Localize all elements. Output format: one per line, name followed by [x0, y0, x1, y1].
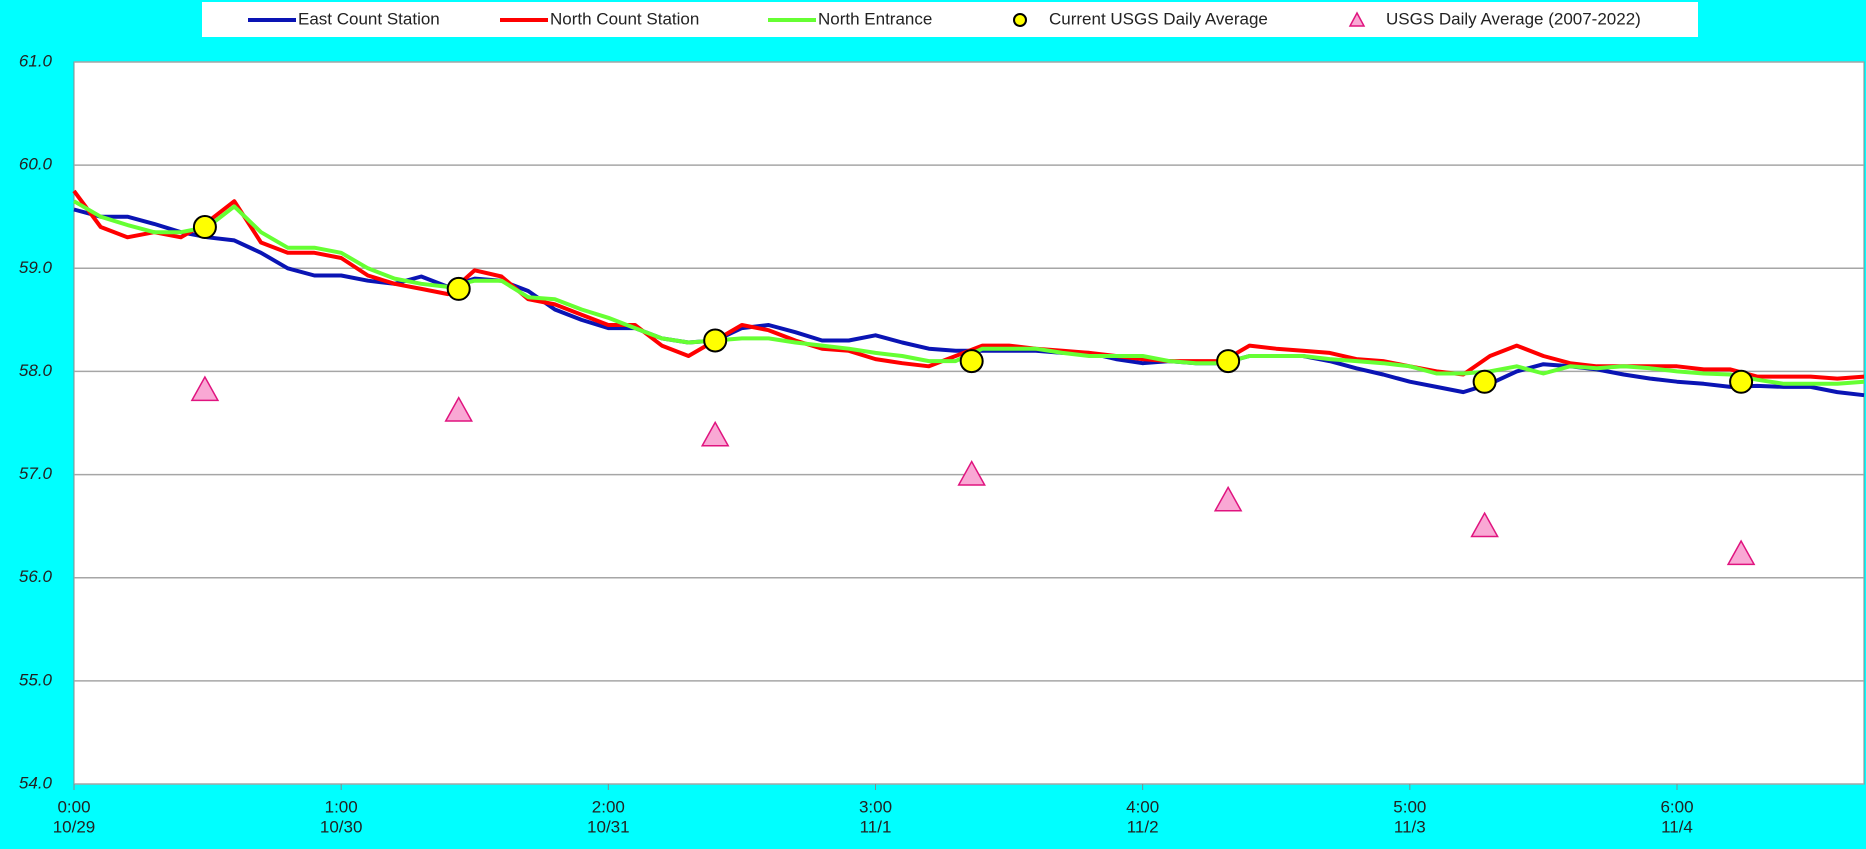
- x-tick-label: 2:00: [592, 797, 625, 816]
- marker: [1726, 539, 1756, 566]
- y-tick-label: 55.0: [19, 670, 53, 689]
- marker: [1729, 369, 1754, 394]
- y-tick-label: 58.0: [19, 361, 53, 380]
- y-tick-label: 61.0: [19, 51, 53, 70]
- legend-label: North Entrance: [818, 9, 932, 28]
- x-tick-label: 5:00: [1393, 797, 1426, 816]
- x-tick-label: 6:00: [1660, 797, 1693, 816]
- plot-area: [73, 61, 1865, 785]
- legend-swatch: [1013, 13, 1027, 27]
- legend-label: USGS Daily Average (2007-2022): [1386, 9, 1641, 28]
- marker: [1470, 511, 1499, 538]
- x-tick-date: 10/29: [53, 817, 96, 836]
- y-tick-label: 59.0: [19, 258, 53, 277]
- x-tick-date: 11/3: [1394, 817, 1426, 836]
- x-tick-date: 11/2: [1127, 817, 1159, 836]
- x-tick-date: 11/1: [860, 817, 892, 836]
- marker: [446, 276, 471, 301]
- marker: [957, 460, 986, 486]
- marker: [444, 396, 473, 422]
- y-tick-label: 57.0: [19, 464, 53, 483]
- x-tick-date: 10/30: [320, 817, 363, 836]
- marker: [700, 420, 730, 447]
- marker: [959, 349, 984, 374]
- y-tick-label: 60.0: [19, 155, 53, 174]
- legend-swatch: [1348, 11, 1366, 27]
- x-tick-label: 0:00: [57, 797, 90, 816]
- marker: [1213, 485, 1243, 512]
- marker: [703, 328, 728, 353]
- marker: [1216, 349, 1241, 374]
- x-tick-date: 10/31: [587, 817, 630, 836]
- y-tick-label: 56.0: [19, 567, 53, 586]
- legend-label: Current USGS Daily Average: [1049, 9, 1268, 28]
- marker: [192, 215, 217, 240]
- legend-label: East Count Station: [298, 9, 440, 28]
- marker: [1472, 369, 1497, 394]
- y-tick-label: 54.0: [19, 773, 53, 792]
- x-tick-label: 1:00: [325, 797, 358, 816]
- marker: [190, 375, 220, 402]
- legend: [202, 2, 1698, 37]
- x-tick-label: 4:00: [1126, 797, 1159, 816]
- x-tick-label: 3:00: [859, 797, 892, 816]
- x-tick-date: 11/4: [1661, 817, 1693, 836]
- legend-label: North Count Station: [550, 9, 699, 28]
